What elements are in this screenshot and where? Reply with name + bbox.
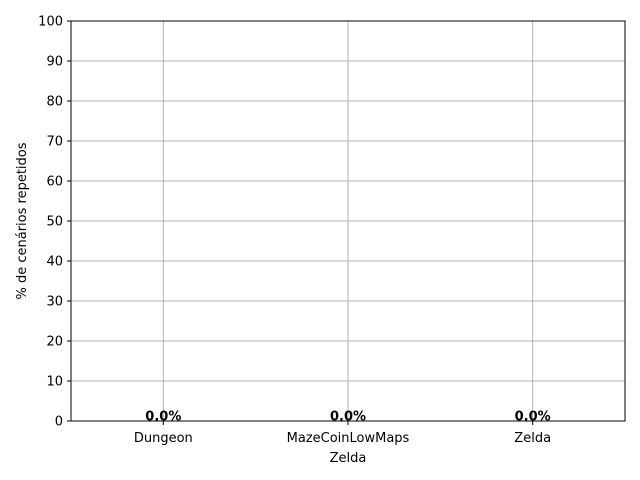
y-tick-label: 60	[46, 175, 63, 190]
y-tick-label: 90	[46, 55, 63, 70]
y-tick-label: 30	[46, 295, 63, 310]
y-tick-label: 80	[46, 95, 63, 110]
x-tick-label-zelda: Zelda	[514, 431, 551, 446]
data-label-mazecoinlowmaps: 0.0%	[330, 410, 366, 425]
x-axis-ticks: Dungeon MazeCoinLowMaps Zelda	[134, 421, 551, 446]
y-tick-label: 50	[46, 215, 63, 230]
y-axis-ticks: 0 10 20 30 40 50 60 70 80 90 100	[38, 15, 71, 430]
y-axis-label: % de cenários repetidos	[15, 142, 30, 299]
y-tick-label: 40	[46, 255, 63, 270]
x-tick-label-dungeon: Dungeon	[134, 431, 193, 446]
y-tick-label: 100	[38, 15, 63, 30]
data-label-dungeon: 0.0%	[145, 410, 181, 425]
y-tick-label: 0	[55, 415, 63, 430]
x-tick-label-mazecoinlowmaps: MazeCoinLowMaps	[287, 431, 410, 446]
data-label-zelda: 0.0%	[515, 410, 551, 425]
x-axis-label: Zelda	[330, 451, 367, 466]
y-tick-label: 10	[46, 375, 63, 390]
y-tick-label: 70	[46, 135, 63, 150]
data-labels: 0.0% 0.0% 0.0%	[145, 410, 550, 425]
y-tick-label: 20	[46, 335, 63, 350]
